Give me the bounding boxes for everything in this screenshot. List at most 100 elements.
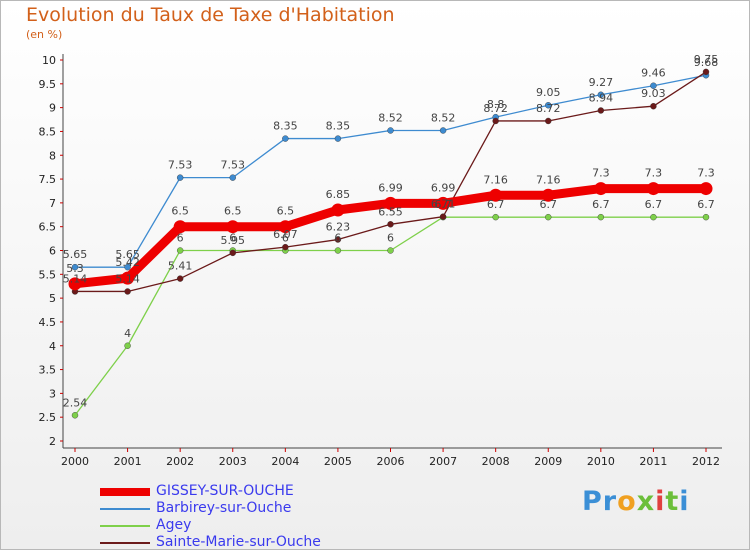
data-point bbox=[492, 117, 499, 125]
y-tick-label: 7 bbox=[49, 197, 56, 210]
y-tick-label: 6 bbox=[49, 245, 56, 258]
data-point bbox=[334, 135, 342, 142]
data-point bbox=[439, 213, 447, 220]
data-label: 6.99 bbox=[378, 181, 403, 194]
data-label: 8.52 bbox=[431, 111, 456, 124]
logo-letter: x bbox=[636, 486, 656, 517]
data-point bbox=[387, 221, 394, 228]
data-label: 8.72 bbox=[483, 102, 508, 115]
data-label: 9.75 bbox=[694, 53, 719, 66]
logo-letter: i bbox=[679, 486, 690, 517]
data-label: 6.7 bbox=[697, 198, 715, 211]
data-label: 8.8 bbox=[487, 98, 505, 111]
data-label: 9.05 bbox=[536, 86, 561, 99]
data-label: 7.3 bbox=[645, 167, 663, 180]
data-point bbox=[282, 135, 289, 142]
series-line bbox=[74, 216, 706, 416]
data-point bbox=[331, 203, 345, 217]
data-label: 6.7 bbox=[540, 198, 558, 211]
data-label: 6.55 bbox=[378, 205, 403, 218]
x-tick-label: 2004 bbox=[271, 455, 299, 468]
data-point bbox=[489, 188, 503, 202]
data-point bbox=[436, 196, 450, 210]
data-label: 6.5 bbox=[224, 205, 242, 218]
logo-letter: o bbox=[617, 486, 637, 517]
y-tick-label: 2 bbox=[49, 435, 56, 448]
legend-swatch bbox=[100, 508, 150, 510]
data-label: 2.54 bbox=[63, 396, 88, 409]
data-point bbox=[176, 174, 184, 181]
data-point bbox=[702, 68, 710, 76]
data-point bbox=[545, 213, 552, 221]
data-label: 8.72 bbox=[536, 102, 561, 115]
data-label: 6.85 bbox=[326, 188, 351, 201]
data-label: 6.99 bbox=[431, 181, 456, 194]
data-point bbox=[597, 107, 605, 114]
legend-label: Barbirey-sur-Ouche bbox=[156, 500, 292, 516]
data-point bbox=[68, 277, 82, 291]
data-point bbox=[646, 182, 660, 196]
data-point bbox=[334, 236, 342, 243]
logo-letter: t bbox=[665, 486, 680, 517]
data-point bbox=[702, 213, 710, 221]
y-tick-label: 5 bbox=[49, 292, 56, 305]
y-tick-label: 8 bbox=[49, 149, 56, 162]
logo-letter: r bbox=[602, 486, 618, 517]
logo-letter: i bbox=[655, 486, 666, 517]
data-point bbox=[282, 243, 289, 251]
y-tick-label: 2.5 bbox=[39, 411, 57, 424]
data-point bbox=[597, 213, 605, 221]
data-label: 9.46 bbox=[641, 67, 666, 80]
data-label: 5.65 bbox=[63, 248, 88, 261]
data-label: 9.03 bbox=[641, 87, 666, 100]
data-point bbox=[387, 127, 394, 134]
legend-swatch bbox=[100, 525, 150, 527]
data-label: 6 bbox=[282, 232, 289, 245]
data-label: 6.7 bbox=[434, 198, 452, 211]
data-label: 6.7 bbox=[487, 198, 505, 211]
x-tick-label: 2011 bbox=[639, 455, 667, 468]
data-label: 7.16 bbox=[483, 173, 508, 186]
data-point bbox=[229, 249, 236, 257]
x-tick-label: 2006 bbox=[377, 455, 405, 468]
data-point bbox=[226, 220, 240, 234]
y-tick-label: 4.5 bbox=[39, 316, 57, 329]
data-label: 5.95 bbox=[221, 234, 246, 247]
x-tick-label: 2007 bbox=[429, 455, 457, 468]
data-label: 4 bbox=[124, 327, 131, 340]
data-label: 7.53 bbox=[168, 159, 193, 172]
legend-label: Sainte-Marie-sur-Ouche bbox=[156, 534, 321, 550]
data-label: 7.3 bbox=[697, 167, 715, 180]
data-label: 8.35 bbox=[273, 120, 298, 133]
data-label: 6.7 bbox=[645, 198, 663, 211]
data-point bbox=[71, 263, 79, 271]
legend-swatch bbox=[100, 488, 150, 496]
chart-subtitle: (en %) bbox=[26, 28, 63, 41]
data-label: 9.27 bbox=[589, 76, 614, 89]
data-label: 6 bbox=[334, 232, 341, 245]
x-tick-label: 2001 bbox=[114, 455, 142, 468]
data-point bbox=[650, 82, 657, 89]
data-label: 8.94 bbox=[589, 91, 614, 104]
data-point bbox=[278, 220, 292, 234]
data-point bbox=[384, 196, 397, 210]
y-tick-label: 6.5 bbox=[39, 221, 57, 234]
y-tick-label: 7.5 bbox=[39, 173, 57, 186]
data-label: 9.68 bbox=[694, 56, 719, 69]
y-tick-label: 3 bbox=[49, 387, 56, 400]
data-point bbox=[229, 174, 236, 181]
data-label: 6.7 bbox=[592, 198, 610, 211]
x-tick-label: 2008 bbox=[482, 455, 510, 468]
data-label: 5.14 bbox=[115, 272, 140, 285]
data-label: 6 bbox=[177, 232, 184, 245]
data-point bbox=[541, 188, 555, 202]
data-point bbox=[173, 220, 187, 234]
chart-title: Evolution du Taux de Taxe d'Habitation bbox=[26, 4, 395, 26]
data-label: 7.53 bbox=[221, 159, 246, 172]
y-tick-label: 3.5 bbox=[39, 364, 57, 377]
data-point bbox=[334, 247, 342, 254]
x-tick-label: 2002 bbox=[166, 455, 194, 468]
data-label: 7.16 bbox=[536, 173, 561, 186]
data-label: 5.14 bbox=[63, 272, 88, 285]
